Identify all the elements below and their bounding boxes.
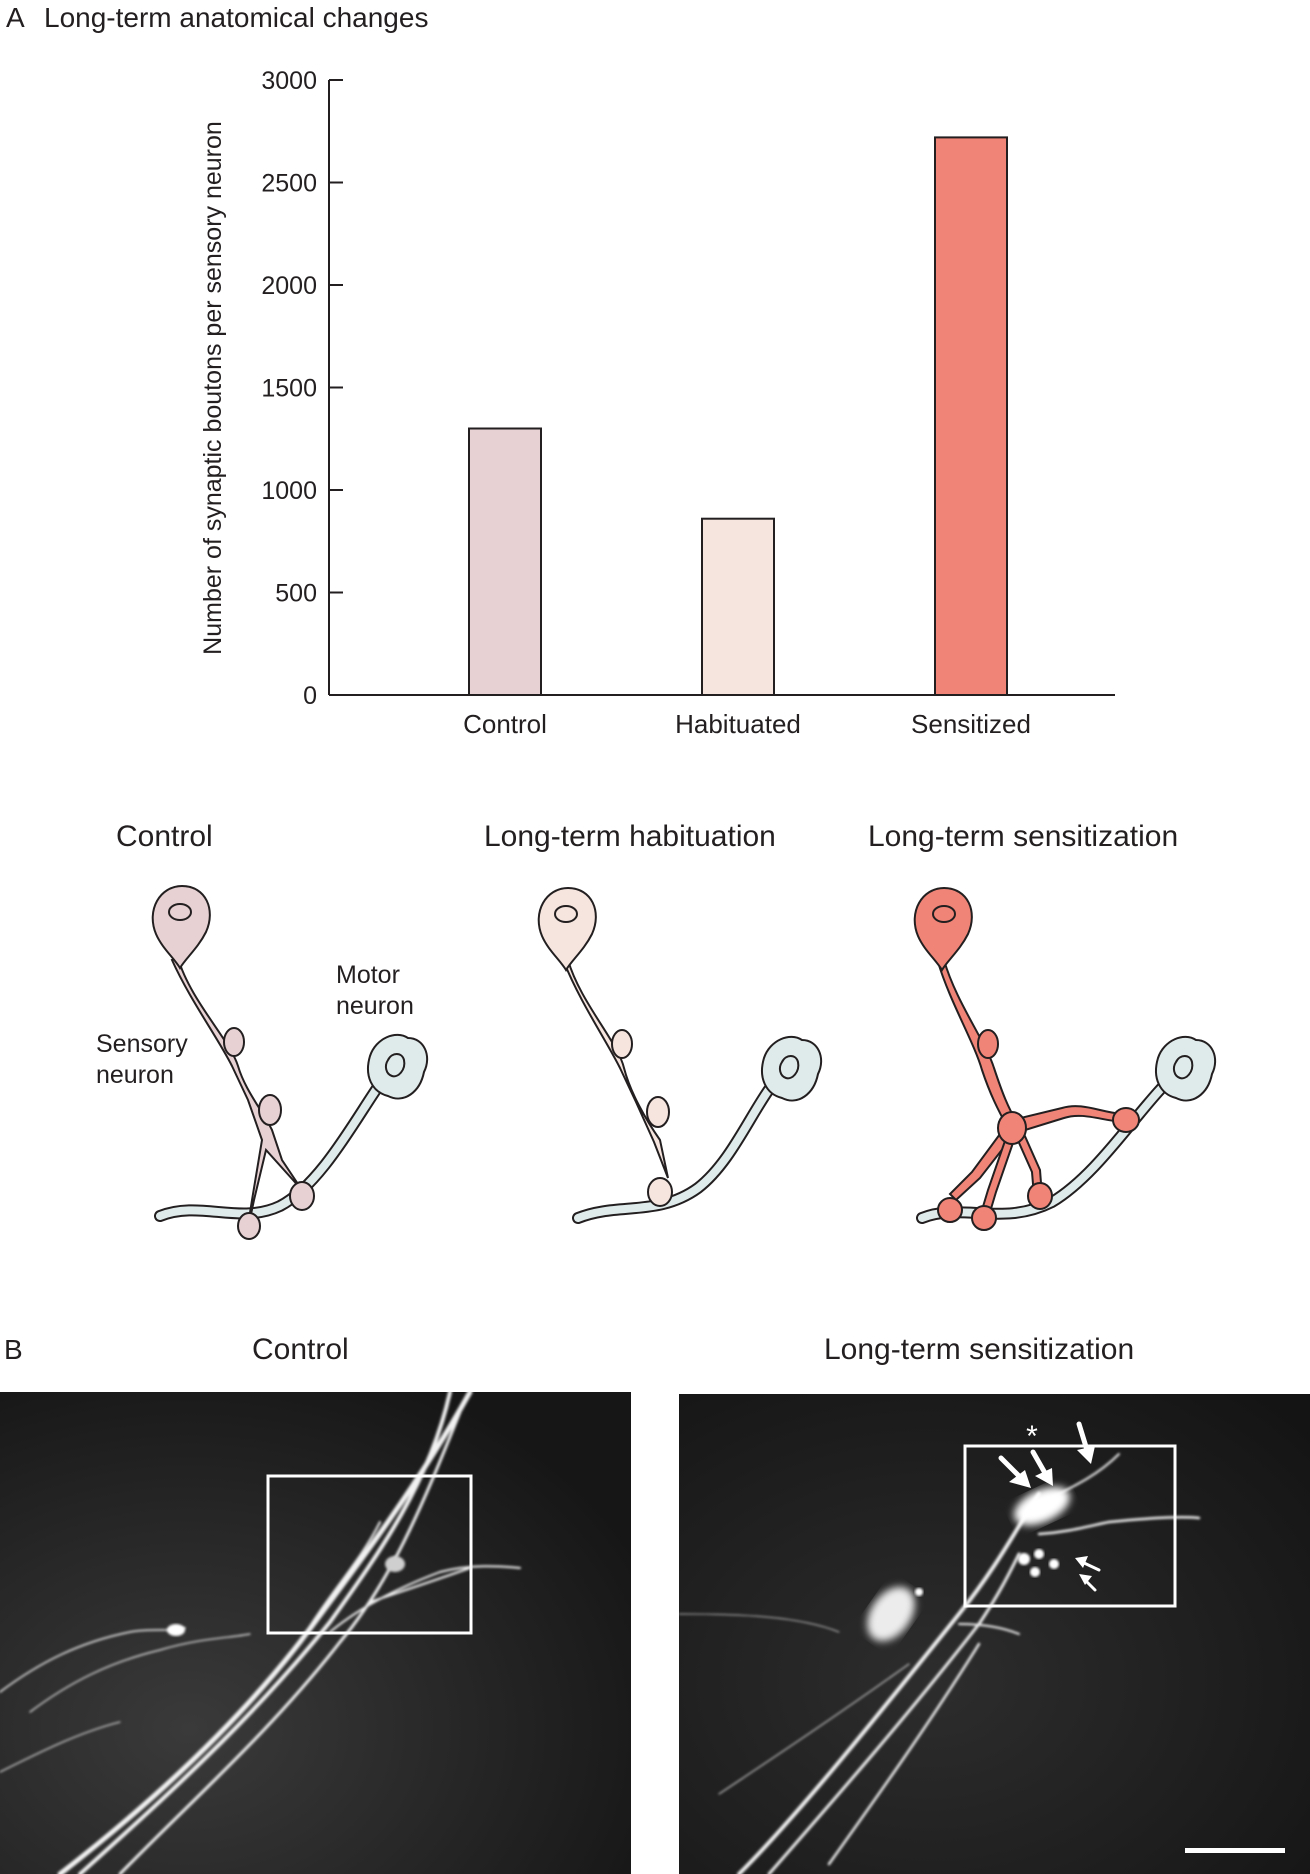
motor-nucleus [384, 1053, 406, 1078]
motor-neuron-label: Motor neuron [336, 961, 414, 1020]
diagram-heading-sensitization: Long-term sensitization [868, 820, 1179, 853]
x-tick-label: Control [463, 709, 547, 739]
motor-neuron-body [367, 1033, 429, 1100]
chart-bars [468, 136, 1008, 697]
arrows [998, 1421, 1101, 1592]
micrograph-sensitization: * [679, 1394, 1310, 1874]
asterisk: * [1026, 1420, 1038, 1453]
y-tick-label: 500 [275, 580, 317, 608]
habituation-diagram [537, 886, 823, 1224]
diagram-heading-habituation: Long-term habituation [484, 820, 776, 853]
y-tick-label: 1500 [261, 375, 317, 403]
control-diagram [151, 884, 429, 1240]
photo-title-sensitization: Long-term sensitization [824, 1333, 1135, 1366]
micrograph-control [0, 1392, 631, 1874]
chart-ticks: 0 500 1000 1500 2000 2500 3000 [261, 67, 343, 710]
panel-a-letter: A [6, 2, 25, 33]
bar-habituated [701, 517, 775, 697]
diagram-heading-control: Control [116, 820, 213, 853]
motor-axon [154, 1060, 401, 1222]
sensory-axon [170, 956, 303, 1239]
y-tick-label: 2500 [261, 170, 317, 198]
scale-bar [1185, 1848, 1285, 1853]
y-tick-label: 2000 [261, 272, 317, 300]
y-tick-label: 1000 [261, 477, 317, 505]
bar-sensitized [934, 136, 1008, 696]
inset-box-control [266, 1474, 473, 1635]
photo-title-control: Control [252, 1333, 349, 1366]
neuron-diagrams [151, 884, 1217, 1240]
chart-x-labels: Control Habituated Sensitized [463, 709, 1031, 739]
y-tick-label: 3000 [261, 67, 317, 95]
inset-box-sensitization [963, 1444, 1177, 1608]
sensory-neuron-label: Sensory neuron [96, 1030, 188, 1089]
panel-b-letter: B [4, 1334, 23, 1365]
bar-control [468, 427, 542, 696]
sensory-neuron-body [151, 884, 211, 970]
sensitization-diagram [913, 886, 1217, 1231]
sensory-nucleus [168, 903, 192, 921]
y-tick-label: 0 [303, 682, 317, 710]
x-tick-label: Habituated [675, 709, 801, 739]
y-axis-label: Number of synaptic boutons per sensory n… [199, 121, 227, 655]
bar-chart: 0 500 1000 1500 2000 2500 3000 Control Habituat… [199, 67, 1115, 739]
x-tick-label: Sensitized [911, 709, 1031, 739]
panel-a-title: Long-term anatomical changes [44, 2, 429, 33]
